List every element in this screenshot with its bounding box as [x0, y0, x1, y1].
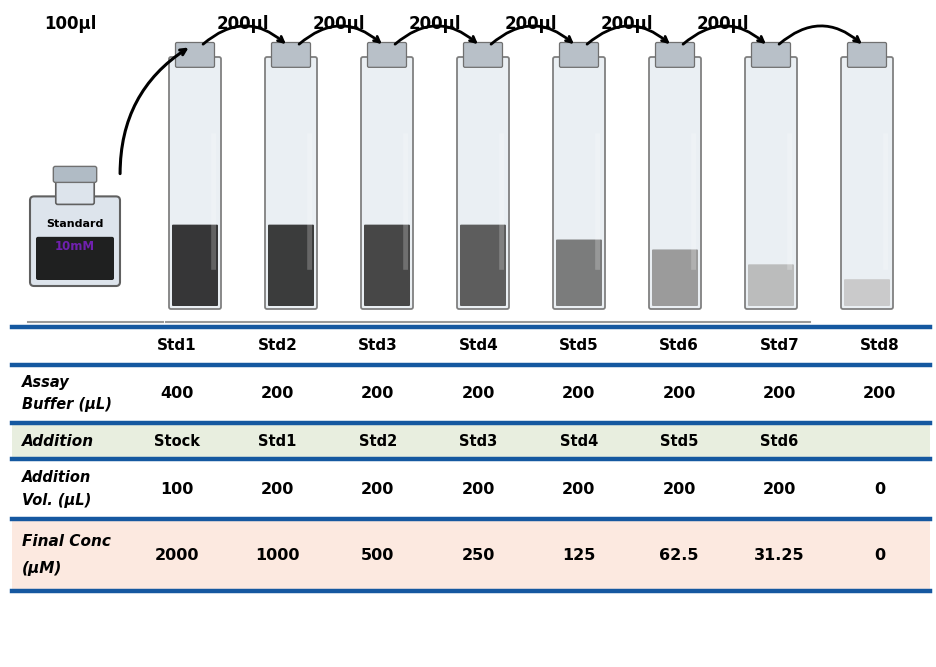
Text: 200: 200 [862, 386, 896, 402]
Text: Std3: Std3 [358, 338, 398, 354]
FancyBboxPatch shape [268, 225, 314, 306]
Text: 200μl: 200μl [600, 15, 652, 33]
FancyBboxPatch shape [265, 57, 316, 309]
Text: Final Conc: Final Conc [22, 534, 110, 550]
FancyBboxPatch shape [463, 43, 502, 67]
Text: 200μl: 200μl [505, 15, 557, 33]
Text: 100: 100 [160, 482, 194, 496]
FancyBboxPatch shape [651, 249, 697, 306]
FancyBboxPatch shape [56, 176, 95, 204]
FancyBboxPatch shape [36, 237, 114, 280]
Text: 250: 250 [461, 548, 494, 562]
Text: Vol. (μL): Vol. (μL) [22, 492, 91, 508]
FancyBboxPatch shape [655, 43, 694, 67]
FancyBboxPatch shape [499, 133, 504, 269]
Text: 0: 0 [873, 482, 885, 496]
FancyBboxPatch shape [552, 57, 605, 309]
Text: 31.25: 31.25 [753, 548, 804, 562]
Text: 200: 200 [762, 386, 796, 402]
FancyBboxPatch shape [555, 239, 601, 306]
FancyBboxPatch shape [691, 133, 695, 269]
Text: 200: 200 [260, 482, 294, 496]
Text: 200: 200 [762, 482, 796, 496]
FancyBboxPatch shape [649, 57, 700, 309]
Text: 200μl: 200μl [696, 15, 749, 33]
Text: 0: 0 [873, 548, 885, 562]
FancyBboxPatch shape [846, 43, 885, 67]
Text: 200: 200 [361, 482, 394, 496]
Text: Std1: Std1 [258, 434, 297, 448]
Text: 200: 200 [662, 386, 695, 402]
Text: 200μl: 200μl [313, 15, 365, 33]
Text: 200: 200 [461, 386, 494, 402]
Text: 200: 200 [562, 386, 594, 402]
FancyBboxPatch shape [841, 57, 892, 309]
Text: 200: 200 [461, 482, 494, 496]
FancyBboxPatch shape [168, 57, 221, 309]
FancyBboxPatch shape [172, 225, 218, 306]
Text: Standard: Standard [46, 219, 104, 229]
Text: 200μl: 200μl [408, 15, 461, 33]
Text: 62.5: 62.5 [659, 548, 698, 562]
FancyBboxPatch shape [744, 57, 797, 309]
FancyBboxPatch shape [786, 133, 791, 269]
Text: Std8: Std8 [859, 338, 899, 354]
FancyBboxPatch shape [594, 133, 599, 269]
FancyBboxPatch shape [175, 43, 214, 67]
FancyBboxPatch shape [747, 264, 793, 306]
Bar [12, 423, 929, 459]
FancyBboxPatch shape [457, 57, 508, 309]
Text: 200: 200 [662, 482, 695, 496]
FancyBboxPatch shape [843, 279, 889, 306]
Text: Std5: Std5 [558, 338, 598, 354]
FancyBboxPatch shape [751, 43, 790, 67]
FancyBboxPatch shape [460, 225, 505, 306]
Text: 100μl: 100μl [44, 15, 96, 33]
FancyBboxPatch shape [363, 225, 410, 306]
Text: Std3: Std3 [459, 434, 497, 448]
Text: Std6: Std6 [759, 434, 797, 448]
Text: Std4: Std4 [458, 338, 498, 354]
Text: 500: 500 [361, 548, 394, 562]
Text: Stock: Stock [154, 434, 200, 448]
Text: 1000: 1000 [255, 548, 300, 562]
Text: Addition: Addition [22, 470, 91, 486]
Text: 200: 200 [361, 386, 394, 402]
Text: Buffer (μL): Buffer (μL) [22, 398, 111, 412]
Text: Std1: Std1 [157, 338, 197, 354]
Text: 400: 400 [160, 386, 194, 402]
FancyBboxPatch shape [271, 43, 310, 67]
Text: Std6: Std6 [658, 338, 698, 354]
FancyBboxPatch shape [307, 133, 312, 269]
FancyBboxPatch shape [30, 196, 120, 286]
FancyBboxPatch shape [402, 133, 407, 269]
Text: Assay: Assay [22, 376, 69, 390]
Text: 200μl: 200μl [216, 15, 269, 33]
Text: 200: 200 [562, 482, 594, 496]
Text: 125: 125 [562, 548, 594, 562]
Text: Std2: Std2 [358, 434, 397, 448]
Text: 10mM: 10mM [55, 239, 95, 253]
FancyBboxPatch shape [211, 133, 216, 269]
FancyBboxPatch shape [360, 57, 413, 309]
FancyBboxPatch shape [53, 166, 96, 182]
FancyBboxPatch shape [559, 43, 598, 67]
Text: Std5: Std5 [659, 434, 697, 448]
Text: Std7: Std7 [759, 338, 798, 354]
FancyBboxPatch shape [883, 133, 887, 269]
Text: 200: 200 [260, 386, 294, 402]
Text: (μM): (μM) [22, 560, 63, 576]
Text: Std4: Std4 [559, 434, 597, 448]
FancyBboxPatch shape [367, 43, 406, 67]
Text: Std2: Std2 [257, 338, 298, 354]
Bar [12, 519, 929, 591]
Text: 2000: 2000 [154, 548, 199, 562]
Text: Addition: Addition [22, 434, 94, 448]
